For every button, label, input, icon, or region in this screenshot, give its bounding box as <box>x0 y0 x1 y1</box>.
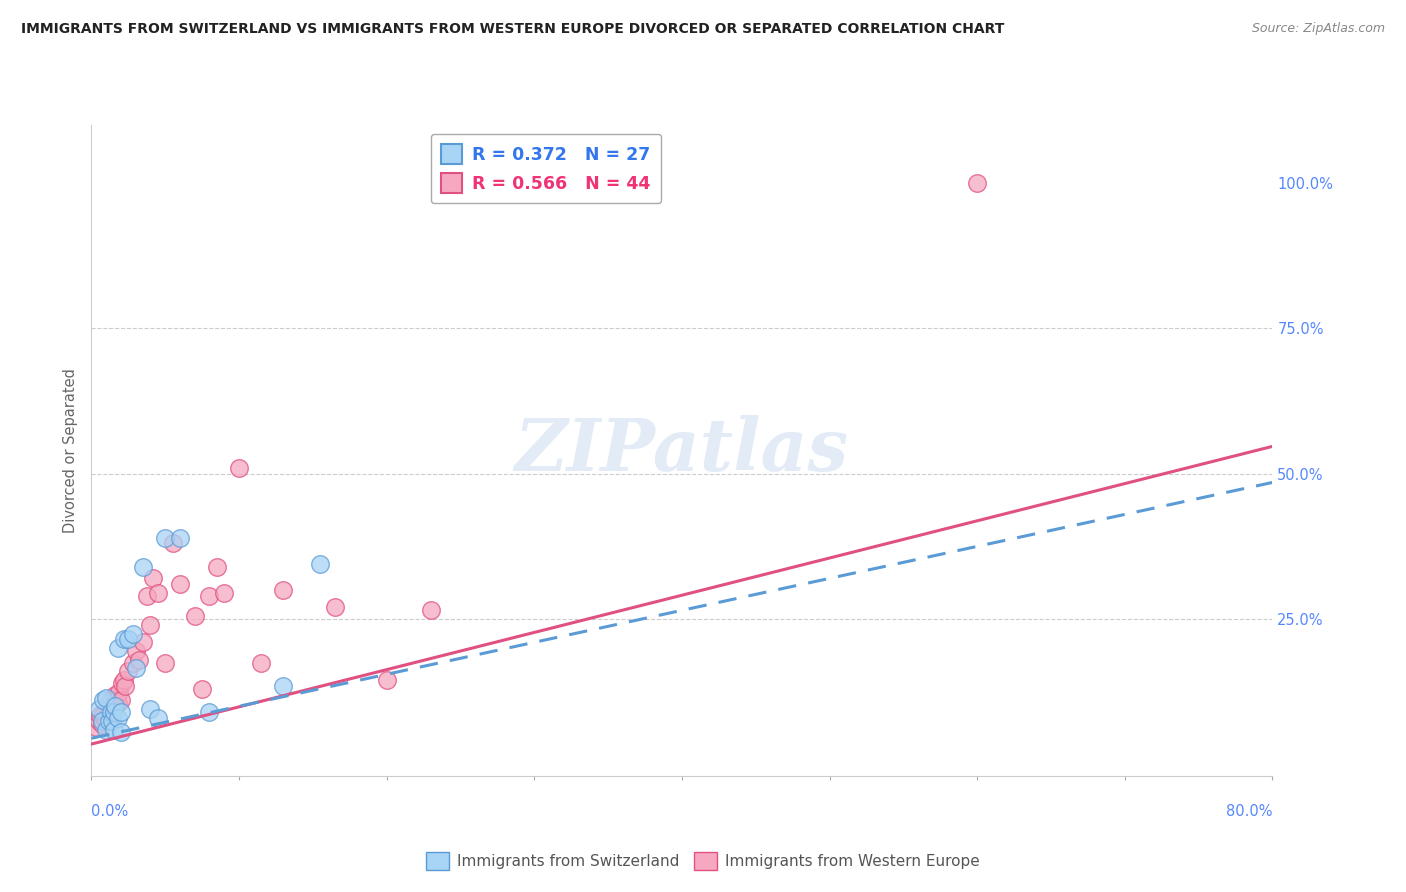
Point <box>114 679 136 693</box>
Point <box>121 656 143 670</box>
Point <box>169 531 191 545</box>
Point <box>96 723 118 737</box>
Point <box>104 688 127 702</box>
Point <box>93 711 115 725</box>
Point <box>273 582 295 597</box>
Point <box>198 705 221 719</box>
Point <box>97 699 120 714</box>
Point <box>419 603 441 617</box>
Point <box>375 673 398 687</box>
Point <box>205 559 228 574</box>
Point <box>142 571 165 585</box>
Point <box>107 697 129 711</box>
Point <box>87 702 110 716</box>
Point <box>153 656 177 670</box>
Point <box>90 714 112 728</box>
Point <box>323 600 346 615</box>
Text: Source: ZipAtlas.com: Source: ZipAtlas.com <box>1251 22 1385 36</box>
Point <box>153 531 177 545</box>
Point <box>103 702 125 716</box>
Point <box>124 644 148 658</box>
Point <box>110 693 132 707</box>
Point <box>98 711 121 725</box>
Point <box>121 626 143 640</box>
Legend: R = 0.372   N = 27, R = 0.566   N = 44: R = 0.372 N = 27, R = 0.566 N = 44 <box>430 134 661 203</box>
Point <box>105 693 128 707</box>
Point <box>90 716 112 731</box>
Point <box>139 618 162 632</box>
Point <box>162 536 184 550</box>
Point <box>96 714 118 728</box>
Point <box>103 723 125 737</box>
Point <box>146 586 169 600</box>
Point <box>124 661 148 675</box>
Point <box>228 461 250 475</box>
Text: ZIPatlas: ZIPatlas <box>515 415 849 486</box>
Point <box>110 725 132 739</box>
Point <box>132 559 155 574</box>
Point <box>100 693 122 707</box>
Point <box>117 632 139 647</box>
Point <box>107 641 129 656</box>
Point <box>273 679 295 693</box>
Point <box>112 673 135 687</box>
Point <box>101 699 124 714</box>
Point <box>309 557 332 571</box>
Point <box>191 681 214 696</box>
Point <box>214 586 236 600</box>
Point <box>111 676 134 690</box>
Point <box>117 665 139 679</box>
Point <box>132 635 155 649</box>
Text: 80.0%: 80.0% <box>1226 805 1272 819</box>
Point <box>110 705 132 719</box>
Point <box>87 714 110 728</box>
Point <box>136 589 159 603</box>
Point <box>169 577 191 591</box>
Point <box>89 708 111 723</box>
Text: 0.0%: 0.0% <box>91 805 128 819</box>
Text: IMMIGRANTS FROM SWITZERLAND VS IMMIGRANTS FROM WESTERN EUROPE DIVORCED OR SEPARA: IMMIGRANTS FROM SWITZERLAND VS IMMIGRANT… <box>21 22 1004 37</box>
Point <box>84 720 107 734</box>
Point <box>966 176 988 190</box>
Point <box>183 609 207 624</box>
Point <box>146 711 169 725</box>
Point <box>250 656 273 670</box>
Point <box>98 714 121 728</box>
Point <box>91 708 114 723</box>
Point <box>91 693 114 707</box>
Point <box>107 711 129 725</box>
Point <box>139 702 162 716</box>
Point <box>103 705 125 719</box>
Point <box>104 699 127 714</box>
Point <box>100 705 122 719</box>
Legend: Immigrants from Switzerland, Immigrants from Western Europe: Immigrants from Switzerland, Immigrants … <box>420 846 986 876</box>
Point <box>128 653 150 667</box>
Point <box>198 589 221 603</box>
Y-axis label: Divorced or Separated: Divorced or Separated <box>63 368 79 533</box>
Point <box>112 632 135 647</box>
Point <box>108 684 131 698</box>
Point <box>101 714 124 728</box>
Point <box>96 690 118 705</box>
